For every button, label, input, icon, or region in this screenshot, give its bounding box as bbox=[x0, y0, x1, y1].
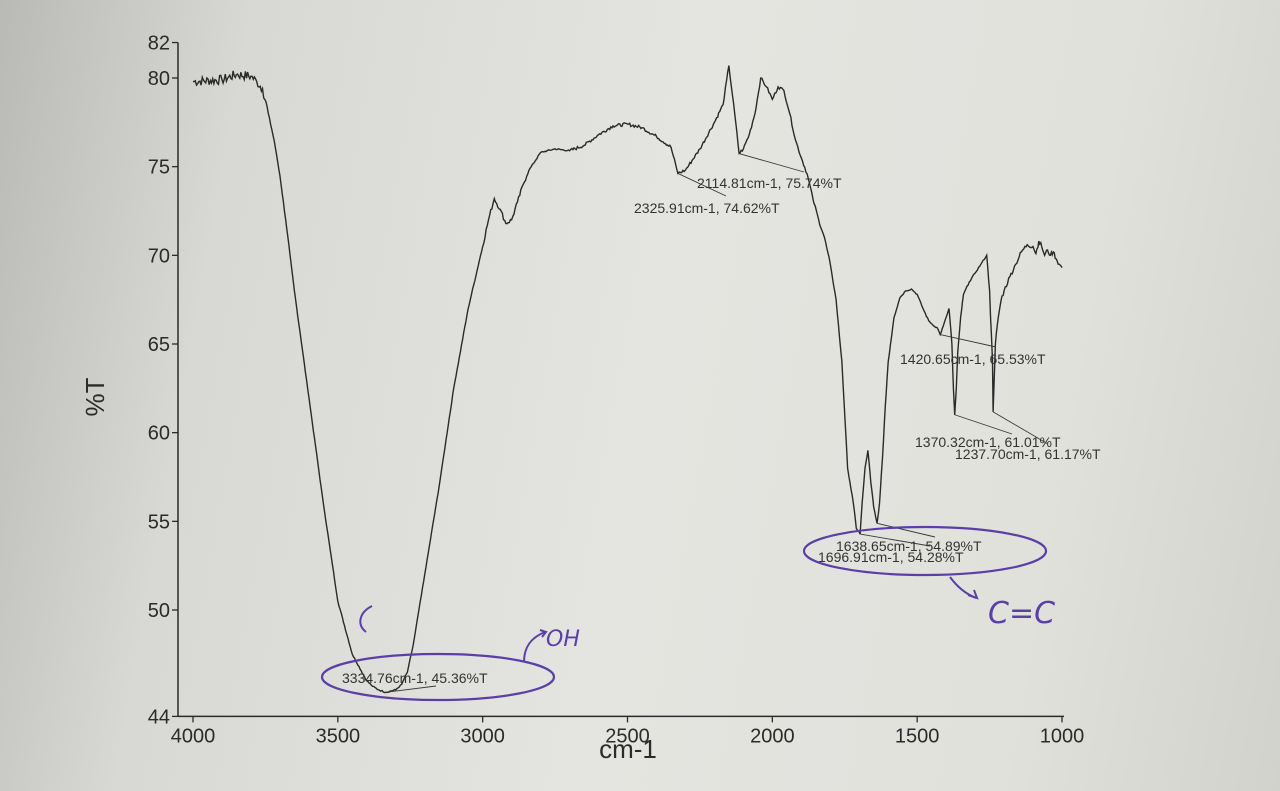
x-tick-label: 4000 bbox=[171, 725, 216, 747]
annotation-leader bbox=[954, 414, 1013, 435]
axes bbox=[177, 42, 1064, 718]
x-tick-label: 3500 bbox=[316, 725, 361, 747]
annotation-leader bbox=[738, 153, 805, 173]
peak-annotation-label: 1638.65cm-1, 54.89%T bbox=[836, 538, 982, 554]
spectrum-line bbox=[192, 65, 1063, 694]
ink-arrowhead-cc bbox=[967, 589, 979, 600]
y-tick-label: 55 bbox=[148, 511, 170, 533]
ticks: 44 50 55 60 65 70 75 80 82 4000 3500 3000 2500 2000 15… bbox=[148, 33, 1085, 748]
peak-annotation-label: 3334.76cm-1, 45.36%T bbox=[342, 670, 488, 686]
peak-annotation-label: 1696.91cm-1, 54.28%T bbox=[818, 549, 964, 565]
annotation-leader bbox=[940, 334, 997, 348]
y-tick-label: 65 bbox=[148, 334, 170, 356]
x-tick-label: 2000 bbox=[750, 725, 795, 747]
annotation-leader bbox=[860, 533, 931, 547]
ink-arrow-oh bbox=[523, 631, 546, 663]
peak-annotation-label: 2114.81cm-1, 75.74%T bbox=[697, 175, 842, 191]
peak-annotation-label: 1237.70cm-1, 61.17%T bbox=[955, 446, 1101, 462]
ink-label-oh: OH bbox=[546, 627, 580, 652]
y-tick-label: 70 bbox=[148, 245, 170, 267]
peak-annotations: 3334.76cm-1, 45.36%T 2325.91cm-1, 74.62%T… bbox=[342, 153, 1101, 693]
x-axis-title: cm-1 bbox=[599, 734, 657, 764]
annotation-leader bbox=[992, 411, 1049, 445]
handwritten-notes: OH C=C bbox=[320, 525, 1055, 702]
y-tick-label: 75 bbox=[148, 157, 170, 179]
x-tick-label: 1000 bbox=[1040, 725, 1085, 747]
peak-annotation-label: 2325.91cm-1, 74.62%T bbox=[634, 200, 780, 216]
ink-arrow-cc bbox=[949, 576, 977, 599]
x-tick-label: 3000 bbox=[460, 725, 505, 747]
ink-circle-oh bbox=[320, 652, 556, 702]
ink-arrowhead-oh bbox=[539, 629, 548, 638]
ink-circle-cc bbox=[802, 525, 1048, 577]
ink-label-cc: C=C bbox=[988, 596, 1055, 631]
annotation-leader bbox=[876, 522, 936, 538]
y-tick-label: 50 bbox=[148, 600, 170, 622]
peak-annotation-label: 1370.32cm-1, 61.01%T bbox=[915, 434, 1061, 450]
annotation-leader bbox=[677, 172, 727, 197]
y-tick-label: 80 bbox=[148, 68, 170, 90]
y-axis-title: %T bbox=[80, 377, 110, 416]
ink-mark-left bbox=[359, 605, 373, 633]
peak-annotation-label: 1420.65cm-1, 65.53%T bbox=[900, 351, 1046, 367]
x-tick-label: 2500 bbox=[605, 725, 650, 747]
x-tick-label: 1500 bbox=[895, 725, 940, 747]
y-tick-label: 60 bbox=[148, 423, 170, 445]
y-tick-label: 44 bbox=[148, 706, 170, 728]
annotation-leader bbox=[385, 685, 437, 693]
y-tick-label: 82 bbox=[148, 33, 170, 55]
